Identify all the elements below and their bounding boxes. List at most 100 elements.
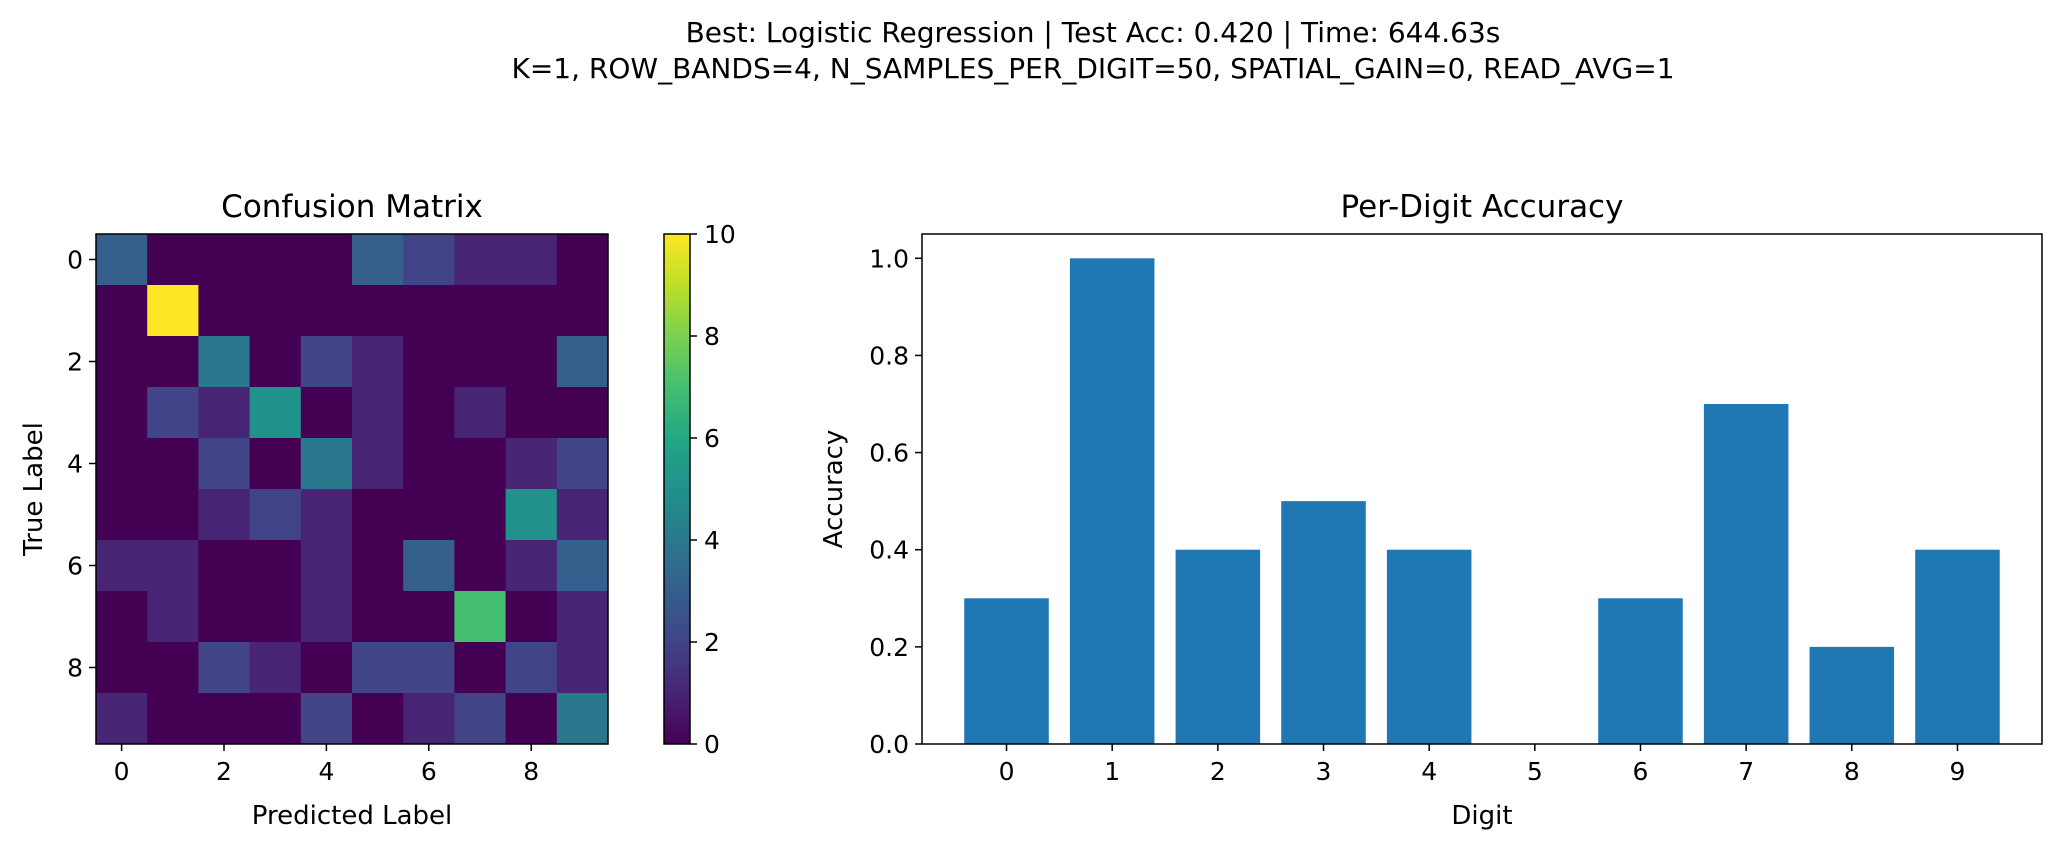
cm-cell [249,438,302,490]
cm-cell [454,438,507,490]
cm-cell [403,387,455,439]
confusion-matrix-panel: Confusion Matrix 0 2 4 6 8 0 2 4 6 8 Predicted L… [19,189,609,831]
cm-cell [249,387,302,439]
cm-cell [300,693,353,745]
cm-cell [352,285,404,337]
cm-cell [403,591,455,643]
cm-cell [556,387,609,439]
cm-cell [198,540,251,592]
cm-cell [147,540,199,592]
cm-y-tick-label: 2 [67,348,83,377]
cm-cell [147,387,199,439]
colorbar-tick-label: 6 [704,424,720,453]
cm-cell [352,336,404,388]
cm-cell [454,489,507,541]
colorbar-gradient [664,234,690,744]
bar-chart-y-ticks: 0.0 0.2 0.4 0.6 0.8 1.0 [869,244,922,759]
bar-chart-title: Per-Digit Accuracy [1341,189,1624,225]
cm-cell [249,642,302,694]
cm-cell [556,285,609,337]
bar-digit-4 [1386,549,1472,744]
cm-cell [198,489,251,541]
bar-digit-3 [1281,501,1366,744]
cm-cell [96,642,148,694]
cm-cell [454,387,507,439]
bar-x-tick-label: 4 [1421,757,1437,786]
bar-digit-2 [1175,549,1261,744]
cm-cell [454,642,507,694]
cm-cell [249,693,302,745]
cm-cell [96,285,148,337]
cm-cell [147,234,199,286]
cm-cell [454,591,507,643]
cm-cell [147,336,199,388]
cm-cell [505,234,558,286]
cm-y-tick-label: 0 [67,246,83,275]
cm-cell [300,336,353,388]
cm-cell [147,489,199,541]
cm-cell [96,489,148,541]
bar-digit-1 [1069,258,1155,744]
cm-cell [96,591,148,643]
bar-x-tick-label: 2 [1210,757,1226,786]
cm-x-tick-label: 2 [216,757,232,786]
cm-cell [96,234,148,286]
colorbar-tick-label: 8 [704,322,720,351]
bar-x-tick-label: 0 [999,757,1015,786]
cm-cell [505,438,558,490]
bar-x-tick-label: 8 [1844,757,1860,786]
cm-cell [249,234,302,286]
cm-cell [505,591,558,643]
cm-cell [198,387,251,439]
bar-y-tick-label: 0.0 [869,730,909,759]
cm-cell [198,591,251,643]
cm-cell [198,285,251,337]
bar-digit-9 [1915,549,2000,744]
bar-chart-frame [921,233,2043,745]
cm-cell [96,336,148,388]
cm-cell [454,693,507,745]
cm-cell [454,234,507,286]
bar-y-tick-label: 0.8 [869,341,909,370]
cm-cell [198,438,251,490]
cm-cell [505,693,558,745]
cm-cell [556,642,609,694]
bar-chart-xlabel: Digit [1451,801,1512,831]
confusion-matrix-cells [96,234,609,745]
cm-cell [300,489,353,541]
bar-y-tick-label: 0.6 [869,439,909,468]
cm-cell [300,642,353,694]
cm-cell [403,234,455,286]
cm-cell [403,285,455,337]
colorbar-frame [663,233,691,745]
cm-cell [403,489,455,541]
cm-x-tick-label: 8 [523,757,539,786]
cm-cell [505,642,558,694]
cm-cell [300,540,353,592]
cm-cell [249,540,302,592]
cm-y-tick-label: 8 [67,654,83,683]
confusion-matrix-x-ticks: 0 2 4 6 8 [114,744,539,786]
bar-y-tick-label: 1.0 [869,244,909,273]
colorbar-tick-label: 2 [704,628,720,657]
cm-cell [249,591,302,643]
cm-cell [300,438,353,490]
cm-x-tick-label: 0 [114,757,130,786]
cm-cell [556,336,609,388]
cm-cell [352,540,404,592]
bar-chart-x-ticks: 0 1 2 3 4 5 6 7 8 9 [999,744,1966,786]
cm-cell [147,591,199,643]
cm-cell [556,489,609,541]
cm-cell [352,642,404,694]
cm-cell [147,285,199,337]
bar-y-tick-label: 0.4 [869,536,909,565]
cm-cell [454,540,507,592]
bar-x-tick-label: 3 [1316,757,1332,786]
bar-x-tick-label: 9 [1950,757,1966,786]
bar-series [964,258,2000,744]
bar-digit-8 [1809,646,1895,744]
bar-y-tick-label: 0.2 [869,633,909,662]
bar-x-tick-label: 7 [1738,757,1754,786]
cm-x-tick-label: 6 [421,757,437,786]
cm-cell [454,336,507,388]
